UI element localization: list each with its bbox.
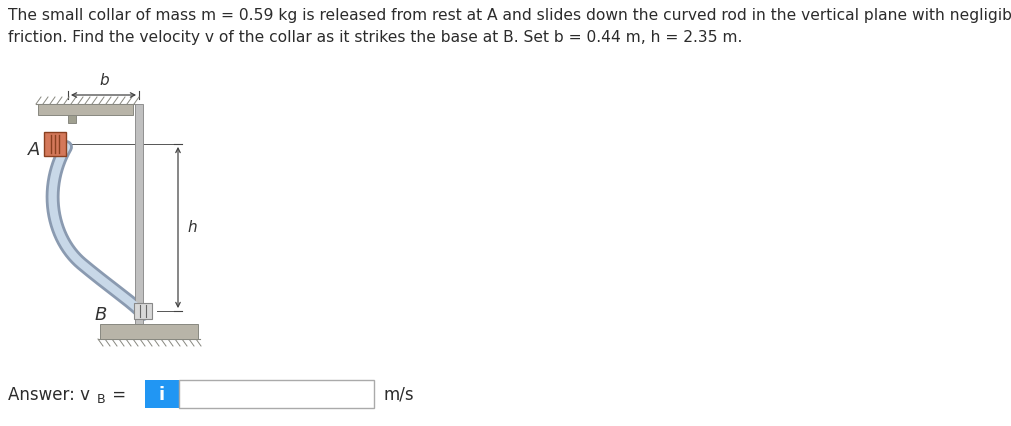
Text: m/s: m/s bbox=[383, 385, 415, 403]
Bar bbox=[68, 116, 76, 124]
Bar bbox=[38, 105, 132, 116]
Bar bbox=[179, 380, 374, 408]
Text: Answer: v: Answer: v bbox=[8, 385, 90, 403]
Text: B: B bbox=[95, 305, 107, 323]
Bar bbox=[134, 105, 143, 324]
Text: A: A bbox=[28, 141, 40, 158]
Bar bbox=[100, 324, 198, 339]
Bar bbox=[43, 132, 66, 157]
Text: b: b bbox=[99, 73, 109, 88]
Bar bbox=[133, 303, 152, 319]
Text: h: h bbox=[187, 220, 196, 235]
Text: B: B bbox=[97, 393, 105, 406]
Text: i: i bbox=[159, 385, 165, 403]
Text: =: = bbox=[107, 385, 126, 403]
Text: friction. Find the velocity v of the collar as it strikes the base at B. Set b =: friction. Find the velocity v of the col… bbox=[8, 30, 742, 45]
Text: The small collar of mass m = 0.59 kg is released from rest at A and slides down : The small collar of mass m = 0.59 kg is … bbox=[8, 8, 1011, 23]
Bar bbox=[145, 380, 179, 408]
